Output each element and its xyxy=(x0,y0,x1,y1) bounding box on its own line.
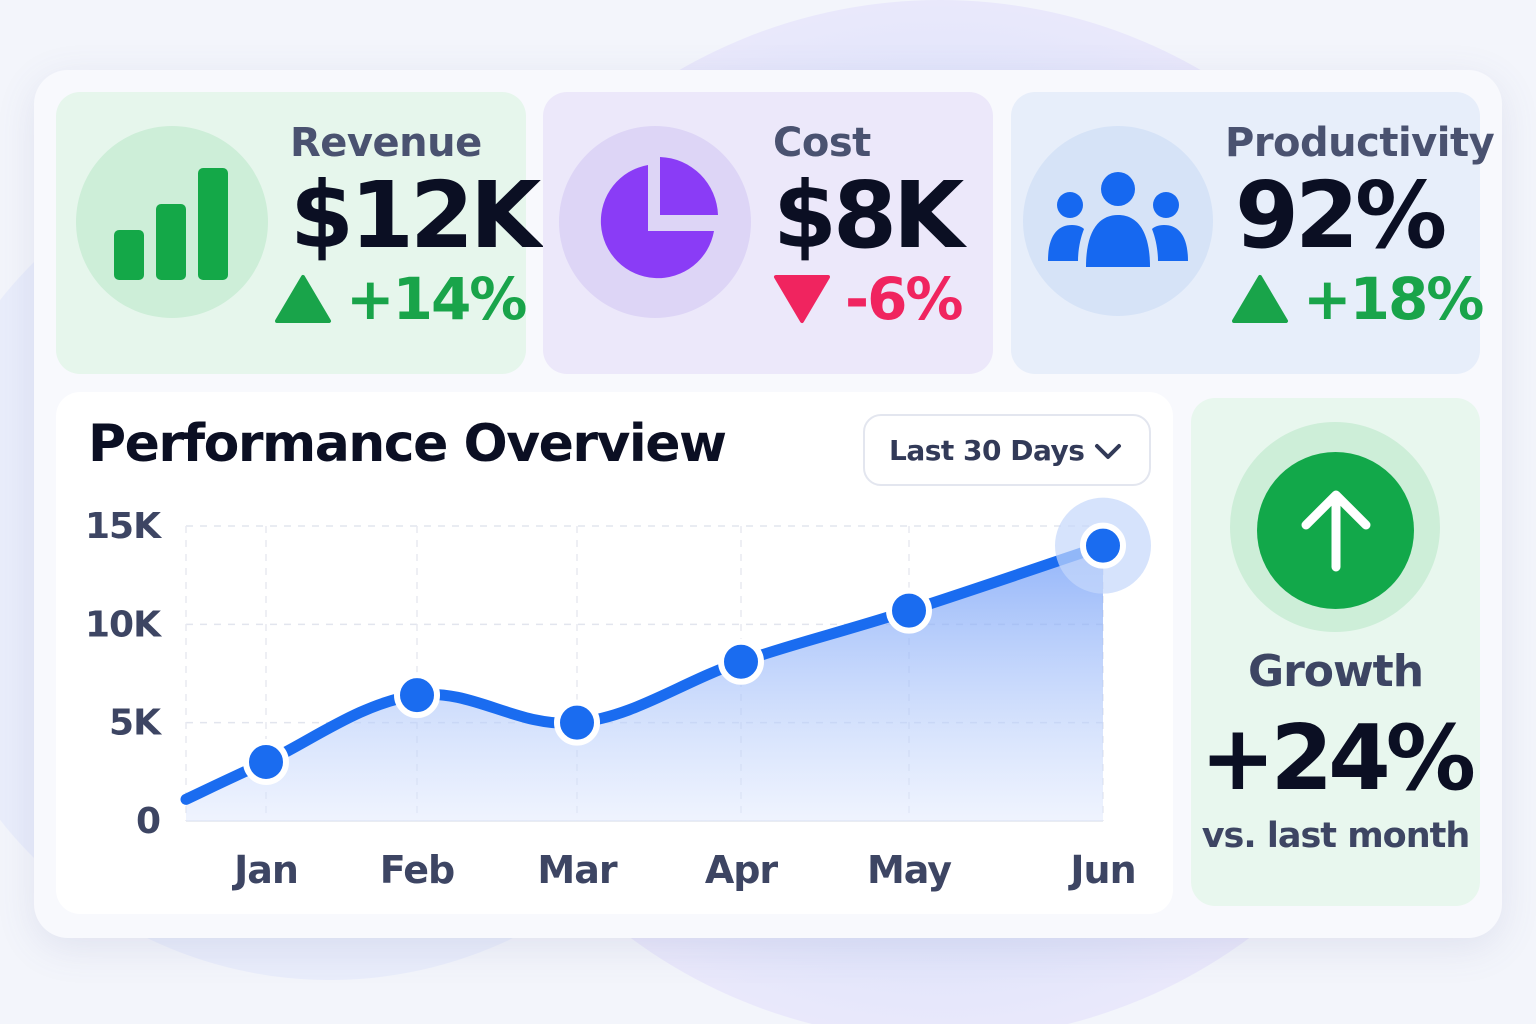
cost-icon-badge xyxy=(559,126,751,318)
pie-chart-icon xyxy=(600,157,718,279)
arrow-up-icon xyxy=(1301,490,1370,571)
date-range-select[interactable]: Last 30 Days xyxy=(863,414,1151,486)
triangle-up-icon xyxy=(1232,274,1288,323)
x-tick-label: Jan xyxy=(231,848,298,892)
cost-label: Cost xyxy=(773,120,871,166)
revenue-icon-badge xyxy=(76,126,268,318)
y-tick-label: 5K xyxy=(109,703,162,744)
productivity-icon-badge xyxy=(1023,126,1213,316)
y-tick-label: 0 xyxy=(136,801,160,842)
productivity-change-value: +18% xyxy=(1303,264,1484,333)
revenue-label: Revenue xyxy=(290,120,482,166)
x-tick-label: Apr xyxy=(705,848,779,892)
y-tick-label: 10K xyxy=(85,604,162,645)
bar-chart-icon xyxy=(114,168,228,280)
cost-change: -6% xyxy=(773,264,964,333)
triangle-down-icon xyxy=(774,274,830,323)
cost-value: $8K xyxy=(773,162,964,269)
productivity-change: +18% xyxy=(1231,265,1494,333)
x-tick-label: May xyxy=(867,848,952,892)
y-tick-label: 15K xyxy=(85,506,162,547)
growth-icon-badge xyxy=(1257,452,1414,609)
data-point[interactable] xyxy=(554,699,600,746)
productivity-label: Productivity xyxy=(1225,120,1495,166)
growth-label: Growth xyxy=(1247,646,1424,697)
growth-value: +24% xyxy=(1200,706,1476,811)
x-tick-label: Feb xyxy=(380,848,454,892)
date-range-value: Last 30 Days xyxy=(889,433,1085,467)
data-point[interactable] xyxy=(394,672,440,719)
cost-change-value: -6% xyxy=(845,264,964,333)
data-point[interactable] xyxy=(243,739,289,785)
chevron-down-icon xyxy=(1095,444,1121,459)
users-icon xyxy=(1048,172,1188,267)
triangle-up-icon xyxy=(275,274,331,323)
revenue-card[interactable]: Revenue $12K +14% xyxy=(56,92,541,374)
x-tick-label: Jun xyxy=(1067,848,1135,892)
data-point[interactable] xyxy=(1080,522,1126,569)
revenue-change: +14% xyxy=(274,265,537,333)
revenue-change-value: +14% xyxy=(346,264,527,333)
growth-note: vs. last month xyxy=(1201,816,1471,856)
performance-chart: 0 5K 10K 15K Jan Feb Mar Apr May Jun xyxy=(85,497,1151,892)
cost-card[interactable]: Cost $8K -6% xyxy=(543,92,993,374)
x-tick-label: Mar xyxy=(537,848,617,892)
data-point[interactable] xyxy=(718,638,764,685)
chart-title: Performance Overview xyxy=(88,414,727,474)
productivity-card[interactable]: Productivity 92% +18% xyxy=(1011,92,1495,374)
data-point[interactable] xyxy=(886,587,932,634)
area-fill xyxy=(186,545,1103,821)
revenue-value: $12K xyxy=(290,162,541,269)
productivity-value: 92% xyxy=(1235,162,1447,269)
